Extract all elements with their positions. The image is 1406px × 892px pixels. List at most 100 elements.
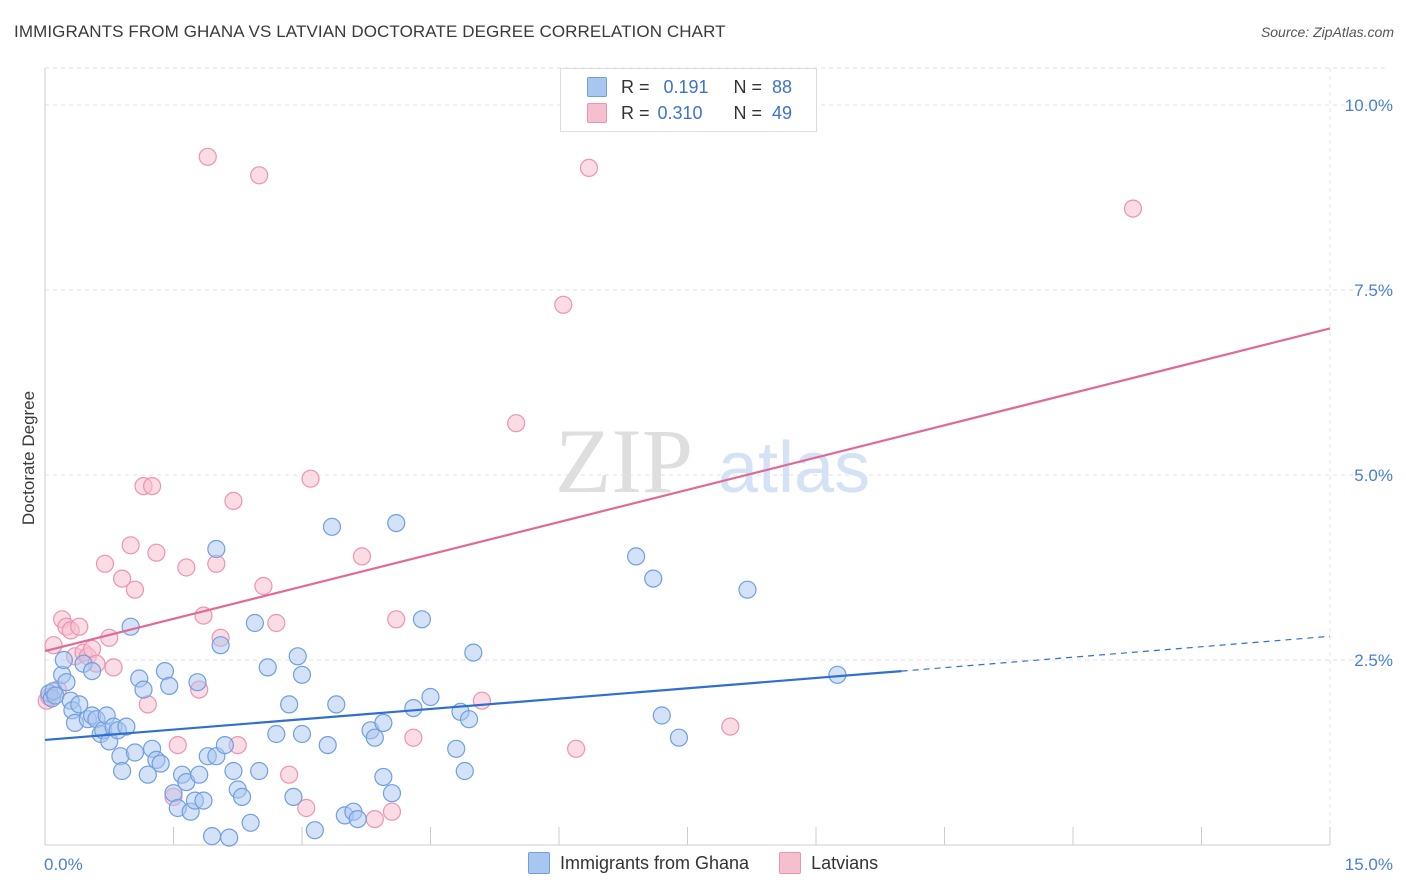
ghana-point xyxy=(57,673,76,692)
latvians-point xyxy=(404,728,423,747)
legend-swatch-ghana xyxy=(587,77,607,97)
legend-r-value: 0.310 xyxy=(657,102,703,123)
latvians-point xyxy=(112,569,132,588)
ghana-point xyxy=(288,647,307,666)
legend-swatch-latvians xyxy=(587,103,607,123)
ghana-point xyxy=(215,735,234,755)
latvians-point xyxy=(352,547,372,566)
y-axis-label: Doctorate Degree xyxy=(19,391,38,525)
ghana-point xyxy=(284,787,303,807)
chart-title: IMMIGRANTS FROM GHANA VS LATVIAN DOCTORA… xyxy=(14,22,726,41)
trend-lines xyxy=(44,327,1331,742)
legend-item-ghana[interactable]: Immigrants from Ghana xyxy=(528,852,749,874)
legend-n-label: N = xyxy=(733,76,763,97)
ghana-point xyxy=(134,680,153,699)
ghana-point xyxy=(258,658,277,677)
ghana-point xyxy=(652,706,671,725)
latvians-point xyxy=(567,739,586,758)
chart-source: Source: ZipAtlas.com xyxy=(1260,24,1394,40)
latvians-point xyxy=(198,147,217,166)
legend-r-label: R = xyxy=(621,102,650,123)
ghana-point xyxy=(455,761,474,781)
legend-item-latvians[interactable]: Latvians xyxy=(779,852,878,874)
ghana-point xyxy=(365,728,384,747)
ghana-point xyxy=(250,761,269,781)
ghana-point xyxy=(232,787,252,807)
ghana-point xyxy=(412,610,432,629)
ghana-point xyxy=(292,665,312,684)
ghana-point xyxy=(738,580,757,599)
latvians-point xyxy=(168,735,187,755)
latvians-point xyxy=(254,576,273,596)
ghana-point xyxy=(447,739,466,758)
legend-n-label: N = xyxy=(733,102,763,123)
latvians-point xyxy=(70,617,89,636)
stats-legend: R = 0.191 N = 88 R = 0.310 N = 49 xyxy=(560,68,817,132)
series-legend: Immigrants from Ghana Latvians xyxy=(528,852,908,874)
ghana-point xyxy=(464,643,483,662)
ghana-point xyxy=(459,710,479,729)
ghana-point xyxy=(190,765,209,784)
latvians-point xyxy=(579,158,599,177)
ghana-point xyxy=(241,813,260,832)
latvians-point xyxy=(121,536,140,555)
latvians-point xyxy=(224,491,243,510)
ghana-point xyxy=(151,754,170,773)
tick-labels: 2.5% 5.0% 7.5% 10.0% 0.0% 15.0% xyxy=(44,96,1393,874)
ghana-point xyxy=(382,784,402,803)
ghana-point xyxy=(245,613,264,633)
x-tick-label: 0.0% xyxy=(44,855,83,874)
legend-swatch-ghana xyxy=(528,852,550,874)
ghana-point xyxy=(112,761,132,781)
y-tick-label: 2.5% xyxy=(1354,651,1393,670)
ghana-point xyxy=(202,827,222,846)
ghana-point xyxy=(117,717,136,736)
ghana-point xyxy=(626,547,646,566)
ghana-point xyxy=(644,569,663,588)
latvians-point xyxy=(147,543,166,562)
ghana-point xyxy=(160,676,179,696)
legend-label-ghana: Immigrants from Ghana xyxy=(560,852,750,873)
latvians-point xyxy=(142,477,162,496)
latvians-trend-line xyxy=(44,327,1331,653)
legend-row-ghana: R = 0.191 N = 88 xyxy=(587,75,792,99)
ghana-point xyxy=(374,767,393,787)
ghana-point xyxy=(125,743,145,762)
watermark-atlas: atlas xyxy=(718,428,870,508)
latvians-point xyxy=(472,691,491,710)
grid-lines xyxy=(45,67,1385,845)
latvians-point xyxy=(95,554,115,573)
ghana-point xyxy=(267,724,286,744)
ghana-point xyxy=(207,539,226,559)
ghana-point xyxy=(220,828,239,847)
latvians-point xyxy=(177,558,196,577)
ghana-point xyxy=(224,761,243,781)
latvians-point xyxy=(365,809,384,829)
latvians-point xyxy=(267,613,286,633)
latvians-point xyxy=(125,580,145,599)
ghana-point xyxy=(305,821,324,840)
latvians-point xyxy=(104,658,123,677)
latvians-point xyxy=(297,798,316,818)
ghana-point xyxy=(211,636,230,655)
ghana-point xyxy=(138,765,157,784)
latvians-point xyxy=(721,717,740,736)
latvians-point xyxy=(507,414,526,433)
ghana-point xyxy=(280,695,299,714)
ghana-point xyxy=(387,513,406,533)
ghana-point xyxy=(669,728,689,747)
ghana-trend-line xyxy=(44,670,902,742)
legend-r-value: 0.191 xyxy=(663,76,709,97)
ghana-point xyxy=(318,735,337,755)
ghana-point xyxy=(121,617,140,636)
legend-label-latvians: Latvians xyxy=(811,852,879,873)
ghana-points xyxy=(40,513,847,847)
latvians-point xyxy=(100,628,119,647)
x-tick-label: 15.0% xyxy=(1345,855,1393,874)
axes xyxy=(44,68,1331,846)
ghana-point xyxy=(404,698,423,718)
latvians-point xyxy=(382,802,402,821)
ghana-point xyxy=(194,791,213,810)
ghana-point xyxy=(70,695,89,714)
latvians-point xyxy=(250,166,269,185)
